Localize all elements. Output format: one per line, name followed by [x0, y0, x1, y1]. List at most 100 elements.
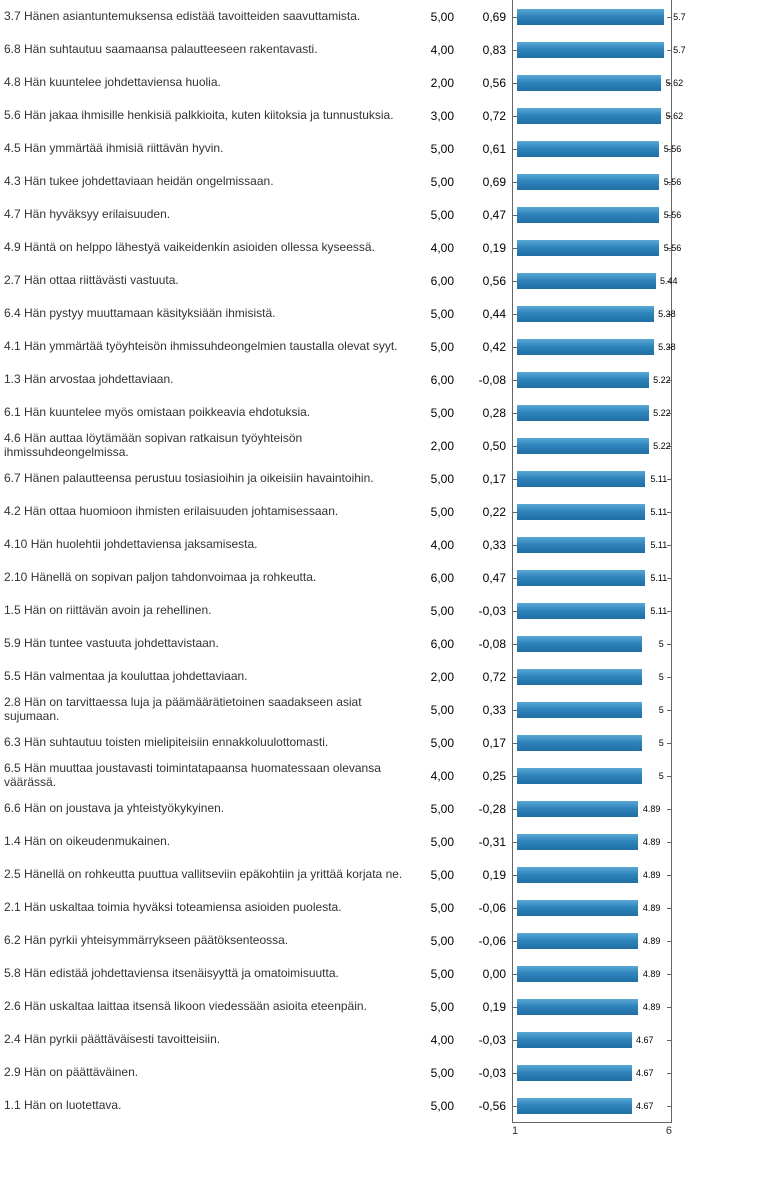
- col-value-1: 6,00: [414, 637, 462, 651]
- bar-area: 5.62: [512, 99, 672, 132]
- bar-area: 5.7: [512, 33, 672, 66]
- bar: 5: [517, 735, 642, 751]
- bar-value-label: 5.22: [653, 438, 671, 454]
- col-value-1: 5,00: [414, 802, 462, 816]
- row-label: 4.9 Häntä on helppo lähestyä vaikeidenki…: [4, 241, 414, 255]
- col-value-2: 0,22: [462, 505, 512, 519]
- bar-area: 5.56: [512, 132, 672, 165]
- col-value-2: -0,28: [462, 802, 512, 816]
- row-label: 1.4 Hän on oikeudenmukainen.: [4, 835, 414, 849]
- bar: 5.56: [517, 174, 659, 190]
- bar-area: 5.11: [512, 495, 672, 528]
- bar-area: 5.22: [512, 396, 672, 429]
- col-value-2: -0,31: [462, 835, 512, 849]
- bar: 5: [517, 768, 642, 784]
- bar-area: 5.11: [512, 462, 672, 495]
- col-value-1: 5,00: [414, 901, 462, 915]
- row-label: 1.5 Hän on riittävän avoin ja rehellinen…: [4, 604, 414, 618]
- chart-row: 2.6 Hän uskaltaa laittaa itsensä likoon …: [0, 990, 760, 1023]
- col-value-1: 2,00: [414, 670, 462, 684]
- chart-row: 5.9 Hän tuntee vastuuta johdettavistaan.…: [0, 627, 760, 660]
- col-value-2: 0,56: [462, 274, 512, 288]
- row-label: 6.5 Hän muuttaa joustavasti toimintatapa…: [4, 762, 414, 790]
- col-value-2: 0,19: [462, 868, 512, 882]
- bar-value-label: 5.11: [650, 603, 667, 619]
- chart-row: 4.5 Hän ymmärtää ihmisiä riittävän hyvin…: [0, 132, 760, 165]
- col-value-2: -0,06: [462, 934, 512, 948]
- bar-area: 4.89: [512, 792, 672, 825]
- col-value-2: 0,00: [462, 967, 512, 981]
- bar-value-label: 4.67: [636, 1065, 654, 1081]
- row-label: 2.7 Hän ottaa riittävästi vastuuta.: [4, 274, 414, 288]
- row-label: 4.8 Hän kuuntelee johdettaviensa huolia.: [4, 76, 414, 90]
- col-value-2: -0,08: [462, 637, 512, 651]
- col-value-1: 5,00: [414, 10, 462, 24]
- chart-row: 5.6 Hän jakaa ihmisille henkisiä palkkio…: [0, 99, 760, 132]
- col-value-2: 0,25: [462, 769, 512, 783]
- chart-row: 6.3 Hän suhtautuu toisten mielipiteisiin…: [0, 726, 760, 759]
- bar: 5.11: [517, 504, 645, 520]
- chart-row: 1.1 Hän on luotettava.5,00-0,564.67: [0, 1089, 760, 1122]
- chart-row: 1.4 Hän on oikeudenmukainen.5,00-0,314.8…: [0, 825, 760, 858]
- row-label: 2.9 Hän on päättäväinen.: [4, 1066, 414, 1080]
- bar-area: 5: [512, 726, 672, 759]
- bar: 5.38: [517, 306, 654, 322]
- bar-value-label: 5.7: [673, 9, 686, 25]
- col-value-1: 4,00: [414, 43, 462, 57]
- col-value-2: -0,03: [462, 604, 512, 618]
- col-value-1: 5,00: [414, 472, 462, 486]
- chart-row: 2.1 Hän uskaltaa toimia hyväksi toteamie…: [0, 891, 760, 924]
- col-value-1: 3,00: [414, 109, 462, 123]
- row-label: 4.1 Hän ymmärtää työyhteisön ihmissuhdeo…: [4, 340, 414, 354]
- bar-area: 5.22: [512, 363, 672, 396]
- bar-value-label: 5.7: [673, 42, 686, 58]
- chart-row: 4.2 Hän ottaa huomioon ihmisten erilaisu…: [0, 495, 760, 528]
- bar: 4.89: [517, 933, 638, 949]
- bar: 5.22: [517, 405, 649, 421]
- col-value-1: 5,00: [414, 406, 462, 420]
- row-label: 4.3 Hän tukee johdettaviaan heidän ongel…: [4, 175, 414, 189]
- bar-area: 5: [512, 759, 672, 792]
- bar-area: 5.11: [512, 528, 672, 561]
- col-value-1: 2,00: [414, 439, 462, 453]
- bar-value-label: 4.89: [643, 801, 661, 817]
- row-label: 4.7 Hän hyväksyy erilaisuuden.: [4, 208, 414, 222]
- bar: 4.67: [517, 1098, 632, 1114]
- chart-row: 2.8 Hän on tarvittaessa luja ja päämäärä…: [0, 693, 760, 726]
- bar-chart-container: 3.7 Hänen asiantuntemuksensa edistää tav…: [0, 0, 760, 1140]
- col-value-2: -0,08: [462, 373, 512, 387]
- chart-row: 2.10 Hänellä on sopivan paljon tahdonvoi…: [0, 561, 760, 594]
- bar: 5.62: [517, 108, 661, 124]
- bar: 4.89: [517, 801, 638, 817]
- bar-area: 5: [512, 693, 672, 726]
- bar: 5.22: [517, 372, 649, 388]
- chart-row: 6.4 Hän pystyy muuttamaan käsityksiään i…: [0, 297, 760, 330]
- bar-value-label: 5.11: [650, 570, 667, 586]
- bar: 5.56: [517, 240, 659, 256]
- col-value-2: 0,19: [462, 241, 512, 255]
- col-value-1: 5,00: [414, 934, 462, 948]
- col-value-1: 6,00: [414, 571, 462, 585]
- bar-value-label: 5.38: [658, 339, 676, 355]
- col-value-1: 5,00: [414, 604, 462, 618]
- bar-area: 4.89: [512, 891, 672, 924]
- col-value-1: 5,00: [414, 1099, 462, 1113]
- bar-value-label: 5.62: [666, 75, 684, 91]
- chart-row: 6.7 Hänen palautteensa perustuu tosiasio…: [0, 462, 760, 495]
- chart-row: 4.8 Hän kuuntelee johdettaviensa huolia.…: [0, 66, 760, 99]
- bar-area: 4.67: [512, 1056, 672, 1089]
- bar-area: 4.89: [512, 924, 672, 957]
- bar-area: 5.56: [512, 165, 672, 198]
- col-value-1: 6,00: [414, 274, 462, 288]
- bar: 5.7: [517, 42, 664, 58]
- bar-value-label: 4.89: [643, 966, 661, 982]
- col-value-2: 0,47: [462, 571, 512, 585]
- col-value-2: 0,44: [462, 307, 512, 321]
- col-value-1: 5,00: [414, 868, 462, 882]
- col-value-2: 0,28: [462, 406, 512, 420]
- chart-row: 4.1 Hän ymmärtää työyhteisön ihmissuhdeo…: [0, 330, 760, 363]
- row-label: 6.7 Hänen palautteensa perustuu tosiasio…: [4, 472, 414, 486]
- row-label: 1.3 Hän arvostaa johdettaviaan.: [4, 373, 414, 387]
- bar-value-label: 5.11: [650, 504, 667, 520]
- chart-row: 6.6 Hän on joustava ja yhteistyökykyinen…: [0, 792, 760, 825]
